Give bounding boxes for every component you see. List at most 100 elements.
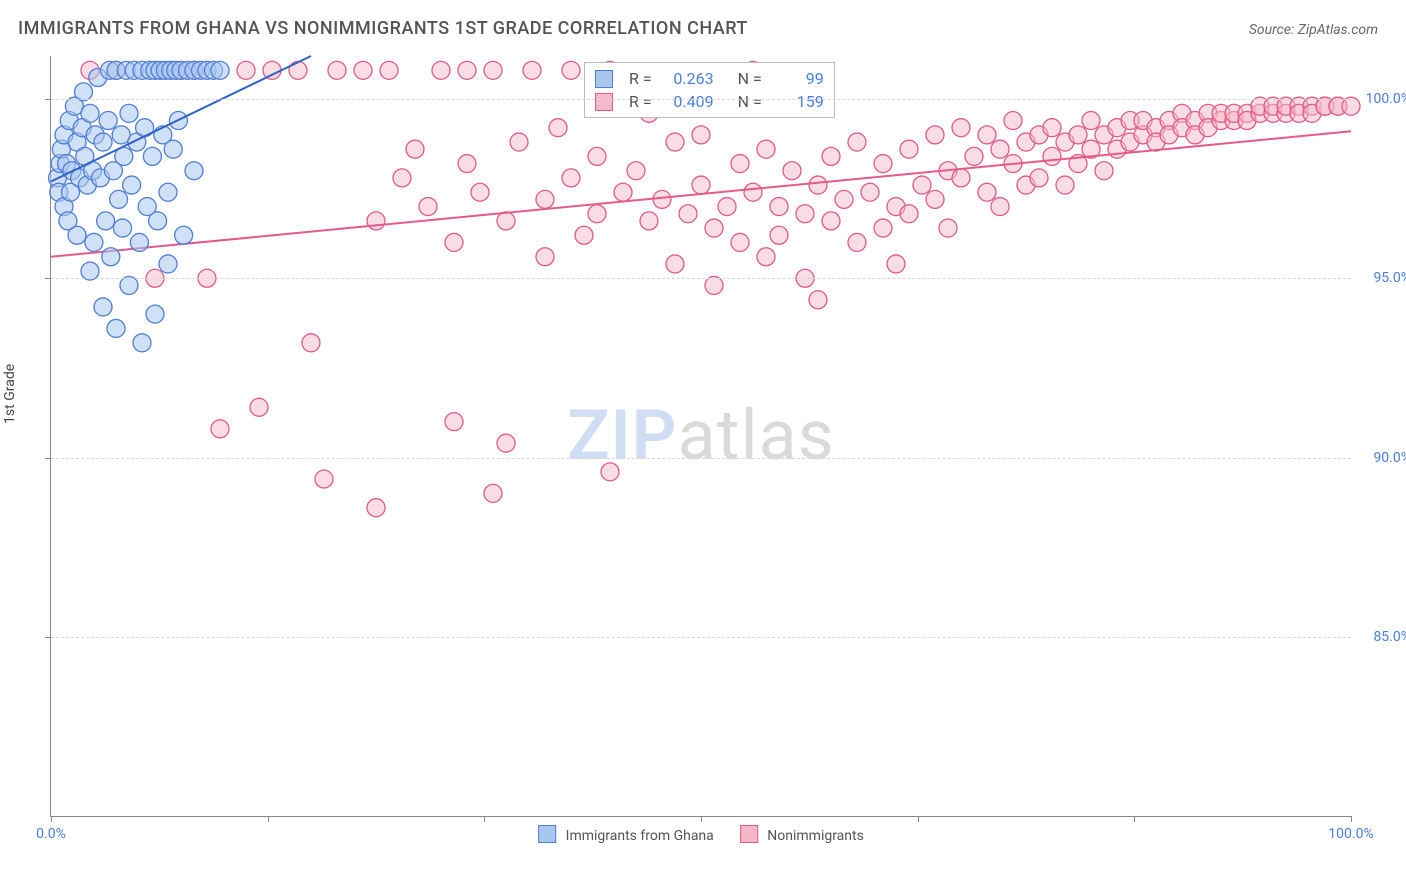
data-point	[162, 61, 180, 79]
data-point	[796, 205, 814, 223]
data-point	[211, 61, 229, 79]
data-point	[84, 162, 102, 180]
data-point	[900, 205, 918, 223]
data-point	[484, 484, 502, 502]
data-point	[822, 147, 840, 165]
data-point	[926, 126, 944, 144]
data-point	[653, 190, 671, 208]
x-tick-mark	[918, 816, 919, 822]
x-tick-mark	[268, 816, 269, 822]
data-point	[692, 126, 710, 144]
x-tick-mark	[51, 816, 52, 822]
source-label: Source: ZipAtlas.com	[1249, 22, 1378, 38]
swatch-icon	[740, 825, 758, 843]
y-tick-label: 100.0%	[1356, 91, 1406, 107]
data-point	[172, 61, 190, 79]
data-point	[205, 61, 223, 79]
data-point	[154, 126, 172, 144]
data-point	[666, 133, 684, 151]
data-point	[58, 155, 76, 173]
x-tick-mark	[701, 816, 702, 822]
data-point	[159, 255, 177, 273]
x-tick-label: 0.0%	[36, 826, 66, 842]
r-label: R =	[629, 92, 652, 111]
data-point	[1173, 119, 1191, 137]
data-point	[588, 205, 606, 223]
data-point	[59, 212, 77, 230]
data-point	[50, 183, 68, 201]
data-point	[939, 219, 957, 237]
data-point	[588, 147, 606, 165]
data-point	[1056, 176, 1074, 194]
data-point	[731, 155, 749, 173]
gridline	[51, 458, 1351, 459]
data-point	[51, 155, 69, 173]
r-value: 0.409	[662, 92, 714, 111]
data-point	[536, 248, 554, 266]
data-point	[81, 61, 99, 79]
data-point	[112, 126, 130, 144]
y-tick-mark	[45, 458, 51, 459]
data-point	[757, 140, 775, 158]
data-point	[185, 61, 203, 79]
watermark-bold: ZIP	[567, 395, 677, 477]
x-tick-label: 100.0%	[1328, 826, 1373, 842]
y-tick-label: 90.0%	[1356, 450, 1406, 466]
correlation-legend-box: R = 0.263 N = 99 R = 0.409 N = 159	[584, 62, 835, 118]
data-point	[471, 183, 489, 201]
data-point	[1303, 104, 1321, 122]
data-point	[1277, 104, 1295, 122]
data-point	[172, 61, 190, 79]
data-point	[1186, 126, 1204, 144]
data-point	[85, 233, 103, 251]
y-tick-mark	[45, 637, 51, 638]
data-point	[770, 226, 788, 244]
data-point	[169, 112, 187, 130]
data-point	[1225, 104, 1243, 122]
legend-label: Nonimmigrants	[767, 828, 864, 844]
data-point	[913, 176, 931, 194]
data-point	[151, 61, 169, 79]
scatter-plot: ZIPatlas R = 0.263 N = 99 R = 0.409 N = …	[50, 56, 1351, 817]
data-point	[536, 190, 554, 208]
data-point	[179, 61, 197, 79]
data-point	[406, 140, 424, 158]
data-point	[99, 112, 117, 130]
data-point	[601, 463, 619, 481]
data-point	[164, 140, 182, 158]
data-point	[52, 140, 70, 158]
data-point	[510, 133, 528, 151]
x-tick-mark	[1351, 816, 1352, 822]
data-point	[1199, 119, 1217, 137]
data-point	[1108, 119, 1126, 137]
data-point	[926, 190, 944, 208]
data-point	[1030, 126, 1048, 144]
data-point	[575, 226, 593, 244]
data-point	[1017, 176, 1035, 194]
data-point	[1069, 126, 1087, 144]
data-point	[63, 162, 81, 180]
data-point	[78, 176, 96, 194]
data-point	[1290, 104, 1308, 122]
r-value: 0.263	[662, 69, 714, 88]
data-point	[81, 104, 99, 122]
data-point	[62, 183, 80, 201]
data-point	[445, 233, 463, 251]
data-point	[705, 219, 723, 237]
data-point	[146, 61, 164, 79]
data-point	[952, 119, 970, 137]
data-point	[125, 61, 143, 79]
data-point	[861, 183, 879, 201]
chart-title: IMMIGRANTS FROM GHANA VS NONIMMIGRANTS 1…	[18, 18, 748, 39]
trend-line	[51, 56, 311, 181]
data-point	[185, 162, 203, 180]
gridline	[51, 637, 1351, 638]
data-point	[627, 162, 645, 180]
data-point	[107, 319, 125, 337]
legend-label: Immigrants from Ghana	[566, 828, 714, 844]
data-point	[237, 61, 255, 79]
data-point	[289, 61, 307, 79]
data-point	[523, 61, 541, 79]
data-point	[1147, 119, 1165, 137]
data-point	[367, 212, 385, 230]
